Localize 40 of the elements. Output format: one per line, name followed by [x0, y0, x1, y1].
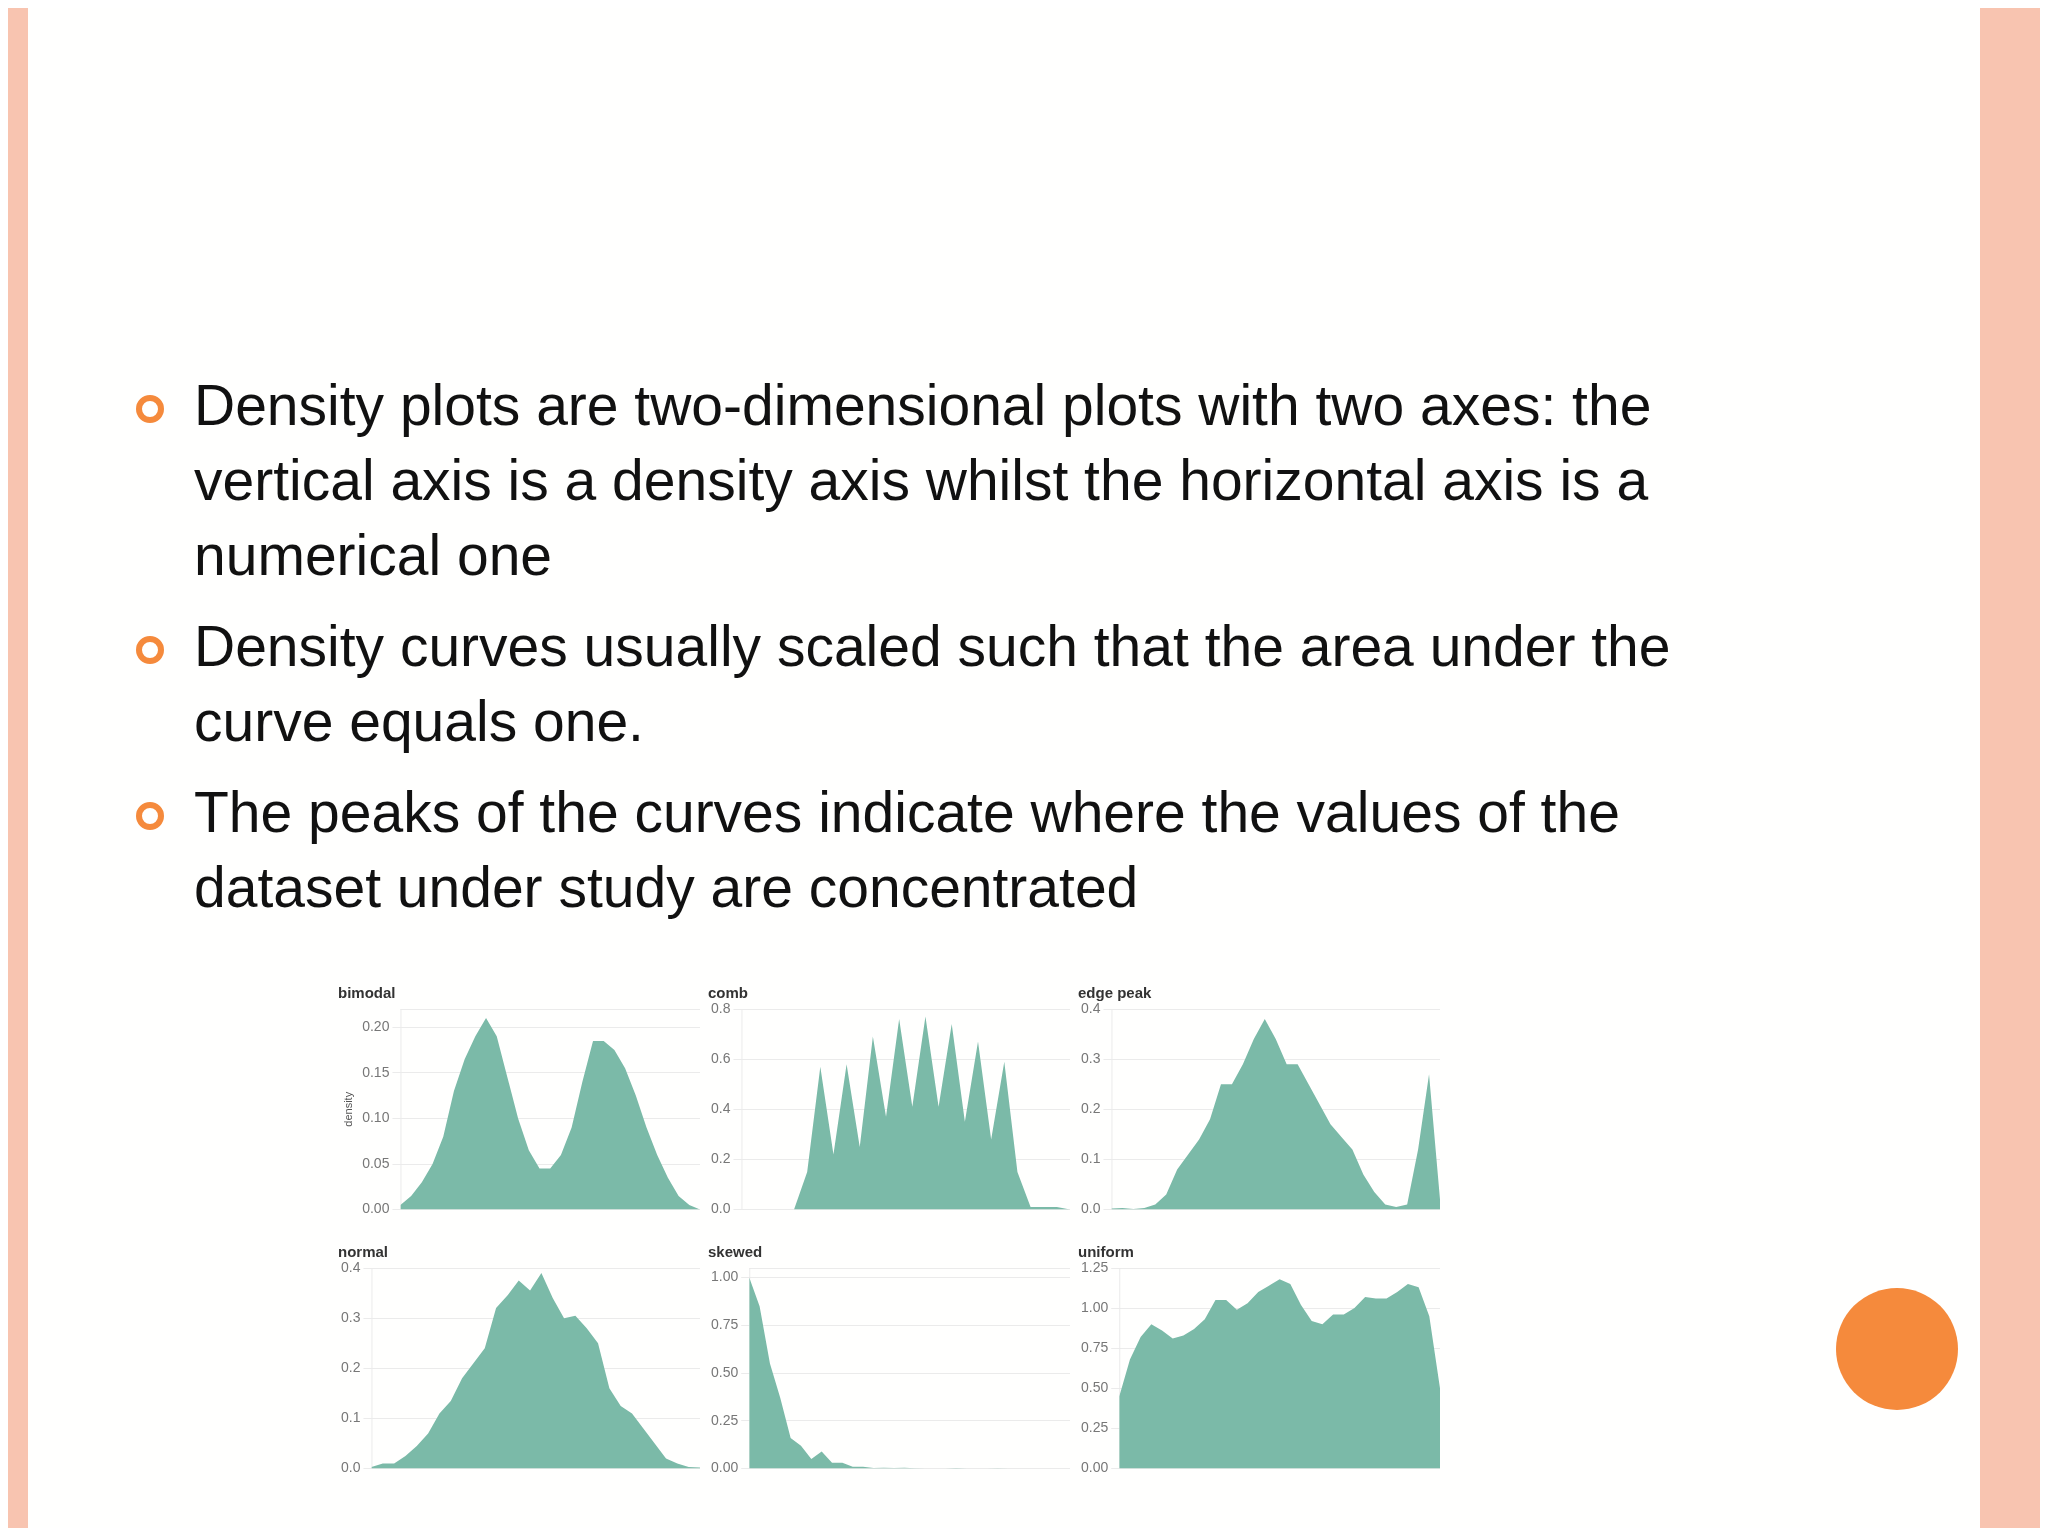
y-tick-label: 0.00 — [362, 1200, 390, 1217]
chart-title: comb — [708, 984, 749, 1002]
y-tick-label: 1.00 — [711, 1268, 739, 1285]
y-tick-label: 1.00 — [1081, 1298, 1109, 1315]
chart-title: bimodal — [338, 984, 396, 1002]
y-tick-label: 0.2 — [1080, 1100, 1101, 1117]
y-tick-label: 0.0 — [1080, 1200, 1101, 1217]
y-tick-label: 0.75 — [711, 1316, 739, 1333]
text: Density plots are two-dimensional plots with two axes: the vertical axis is a density axis whilst the horizontal axis is a numerical one — [194, 373, 1652, 587]
y-tick-label: 0.0 — [340, 1459, 361, 1476]
chart-title: uniform — [1078, 1243, 1134, 1261]
y-tick-label: 0.05 — [362, 1154, 390, 1171]
y-tick-label: 0.8 — [710, 999, 731, 1016]
y-axis-title: density — [341, 1091, 354, 1127]
y-tick-label: 0.1 — [1080, 1150, 1101, 1167]
y-tick-label: 0.25 — [1081, 1419, 1109, 1436]
y-tick-label: 0.10 — [362, 1109, 390, 1126]
y-tick-label: 0.4 — [710, 1100, 731, 1117]
chart-title: skewed — [708, 1243, 763, 1261]
chart-title: normal — [338, 1243, 389, 1261]
text: Density curves usually scaled such that the area under the curve equals one. — [194, 614, 1671, 753]
y-tick-label: 0.6 — [710, 1050, 731, 1067]
y-tick-label: 0.2 — [710, 1150, 731, 1167]
y-tick-label: 0.00 — [1081, 1459, 1109, 1476]
y-tick-label: 0.50 — [711, 1363, 739, 1380]
y-tick-label: 0.1 — [340, 1409, 361, 1426]
y-tick-label: 0.25 — [711, 1411, 739, 1428]
y-tick-label: 0.75 — [1081, 1339, 1109, 1356]
y-tick-label: 0.3 — [340, 1309, 361, 1326]
y-tick-label: 1.25 — [1081, 1258, 1109, 1275]
y-tick-label: 0.15 — [362, 1063, 390, 1080]
chart-title: edge peak — [1078, 984, 1153, 1002]
y-tick-label: 0.00 — [711, 1459, 739, 1476]
text: The peaks of the curves indicate where the values of the dataset under study are concentrated — [194, 780, 1620, 919]
y-tick-label: 0.50 — [1081, 1379, 1109, 1396]
y-tick-label: 0.0 — [710, 1200, 731, 1217]
y-tick-label: 0.3 — [1080, 1050, 1101, 1067]
y-tick-label: 0.4 — [340, 1258, 361, 1275]
y-tick-label: 0.2 — [340, 1359, 361, 1376]
y-tick-label: 0.20 — [362, 1018, 390, 1035]
